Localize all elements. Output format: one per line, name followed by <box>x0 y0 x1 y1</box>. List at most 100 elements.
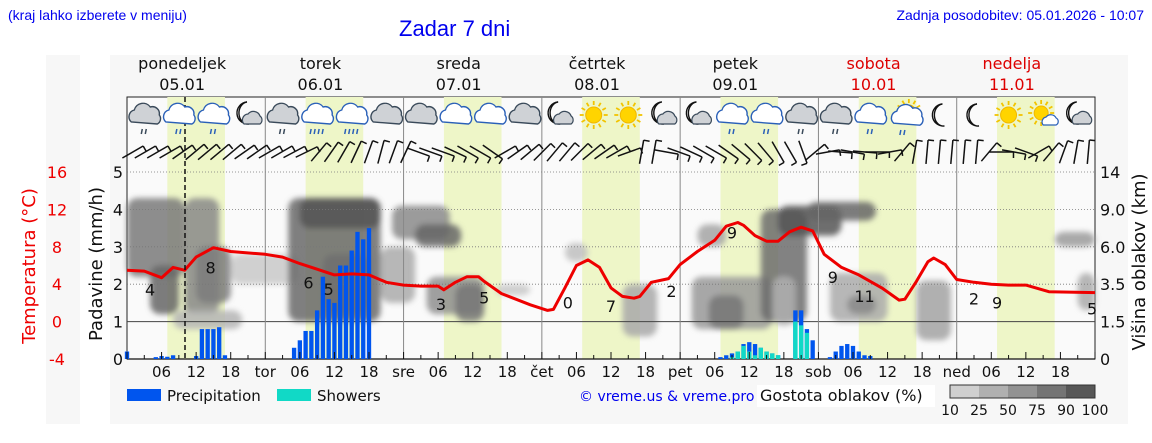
wind-barb-icon <box>400 140 417 164</box>
cloud-density-tick: 10 <box>941 403 959 419</box>
wind-barb-icon <box>980 142 1002 162</box>
x-hour-label: 12 <box>463 363 482 381</box>
temp-value-label: 11 <box>854 287 874 306</box>
temperature-line <box>126 221 1096 312</box>
wind-barb-icon <box>323 141 344 163</box>
cloud-height-axis-label: Višina oblakov (km) <box>1129 173 1150 350</box>
precip-bar <box>862 355 867 359</box>
precip-tick: 2 <box>113 275 123 294</box>
precip-bar <box>309 330 314 359</box>
temp-tick: -4 <box>49 350 65 369</box>
wind-barb-icon <box>444 146 467 163</box>
day-date: 06.01 <box>298 75 344 94</box>
cloud-rain-light-blue-icon <box>197 102 231 135</box>
precip-bar <box>303 330 308 359</box>
temp-value-label: 0 <box>563 293 573 312</box>
sun-icon <box>994 101 1023 129</box>
cloud-height-tick: 9.0 <box>1100 200 1125 219</box>
precip-bar <box>199 329 205 359</box>
wind-barb-icon <box>989 151 1015 158</box>
cloud-icon <box>404 102 438 125</box>
wind-barb-icon <box>419 147 443 162</box>
cloud-density-swatch <box>950 385 979 398</box>
x-day-label: sre <box>392 363 415 381</box>
temp-value-label: 7 <box>606 297 616 316</box>
wind-barb-icon <box>1001 149 1027 161</box>
weather-icons-row <box>128 99 1093 136</box>
cloud-icon <box>508 102 542 125</box>
x-hour-label: 18 <box>1051 363 1070 381</box>
wind-barb-icon <box>570 142 593 162</box>
cloud-rain-light-icon <box>819 102 853 135</box>
wind-barb-icon <box>431 147 455 162</box>
wind-barb-icon <box>731 143 751 165</box>
wind-barb-icon <box>893 142 915 162</box>
precip-bar <box>205 329 210 359</box>
wind-barb-icon <box>1086 139 1096 165</box>
temp-tick: 0 <box>52 313 62 332</box>
precip-bar <box>752 344 758 359</box>
shower-bar <box>804 332 810 359</box>
page-title: Zadar 7 dni <box>399 16 511 41</box>
cloud-density-swatch <box>979 385 1008 398</box>
cloud-rain-light-blue-icon <box>162 102 196 135</box>
precip-bar <box>332 302 337 359</box>
wind-barb-icon <box>546 142 568 162</box>
wind-barb-icon <box>310 142 332 162</box>
cloud-icon <box>370 102 404 125</box>
x-hour-label: 06 <box>290 363 309 381</box>
credit-link[interactable]: © vreme.us & vreme.pro <box>579 389 754 405</box>
temp-value-label: 4 <box>145 280 155 299</box>
cloud-density-swatch <box>1008 385 1037 398</box>
cloud-rain-light-blue-icon <box>854 102 888 135</box>
cloud-density-swatch <box>1066 385 1095 398</box>
shower-bar <box>770 353 775 359</box>
moon-cloud-small-icon <box>685 101 712 125</box>
x-hour-label: 18 <box>913 363 932 381</box>
wind-barb-icon <box>651 139 663 164</box>
day-date: 05.01 <box>159 75 205 94</box>
wind-barb-icon <box>805 143 829 161</box>
precip-bar <box>343 265 349 359</box>
cloud-rain-light-blue-icon <box>750 102 784 135</box>
x-hour-label: 06 <box>152 363 171 381</box>
wind-barb-icon <box>865 151 891 158</box>
precip-axis-label: Padavine (mm/h) <box>86 187 107 341</box>
wind-barb-icon <box>962 139 972 165</box>
x-day-label: ned <box>943 363 971 381</box>
cloud-density-tick: 75 <box>1028 403 1046 419</box>
precip-bar <box>724 355 729 359</box>
cloud-density-swatch <box>1037 385 1066 398</box>
precip-bar <box>165 356 170 359</box>
temp-value-label: 6 <box>303 273 313 292</box>
x-day-label: čet <box>530 363 553 381</box>
precip-tick: 1 <box>113 313 123 332</box>
shower-bar <box>793 321 798 359</box>
cloud-blue-icon <box>474 102 507 125</box>
shower-bar <box>775 355 781 359</box>
legend: Precipitation Showers © vreme.us & vreme.p… <box>127 384 1108 419</box>
shower-bar <box>735 351 740 359</box>
precip-bar <box>326 299 331 359</box>
cloud-density-tick: 25 <box>970 403 988 419</box>
cloud-density-title: Gostota oblakov (%) <box>760 386 923 405</box>
wind-barb-icon <box>815 149 842 156</box>
x-hour-label: 12 <box>601 363 620 381</box>
precip-bar <box>718 357 723 359</box>
wind-barb-icon <box>638 139 650 164</box>
wind-barb-icon <box>469 145 492 164</box>
day-date: 10.01 <box>851 75 897 94</box>
wind-barb-icon <box>718 144 739 165</box>
region-hint[interactable]: (kraj lahko izberete v meniju) <box>8 7 187 23</box>
day-name: ponedeljek <box>138 54 227 73</box>
wind-barb-icon <box>185 143 209 161</box>
wind-barb-icon <box>350 140 367 164</box>
temp-tick: 12 <box>47 200 67 219</box>
wind-barb-icon <box>197 143 221 161</box>
wind-barb-icon <box>744 142 763 166</box>
wind-barb-icon <box>1042 142 1064 162</box>
wind-barb-icon <box>482 144 504 165</box>
x-hour-label: 18 <box>636 363 655 381</box>
